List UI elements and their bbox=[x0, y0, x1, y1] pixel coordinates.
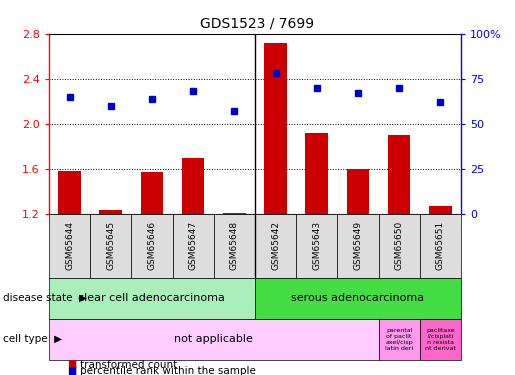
Bar bbox=[58, 171, 81, 214]
Text: parental
of paclit
axel/cisp
latin deri: parental of paclit axel/cisp latin deri bbox=[385, 328, 413, 351]
Text: GSM65650: GSM65650 bbox=[394, 221, 404, 270]
Text: paclitaxe
l/cisplati
n resista
nt derivat: paclitaxe l/cisplati n resista nt deriva… bbox=[425, 328, 456, 351]
FancyBboxPatch shape bbox=[255, 278, 461, 319]
Text: ■: ■ bbox=[67, 360, 76, 369]
Bar bbox=[141, 172, 163, 214]
FancyBboxPatch shape bbox=[420, 319, 461, 360]
Bar bbox=[264, 43, 287, 214]
Bar bbox=[223, 213, 246, 214]
Bar bbox=[305, 133, 328, 214]
Text: transformed count: transformed count bbox=[80, 360, 177, 369]
Text: GSM65645: GSM65645 bbox=[106, 221, 115, 270]
Text: GSM65644: GSM65644 bbox=[65, 221, 74, 270]
FancyBboxPatch shape bbox=[173, 214, 214, 278]
FancyBboxPatch shape bbox=[49, 278, 255, 319]
FancyBboxPatch shape bbox=[214, 214, 255, 278]
Text: GDS1523 / 7699: GDS1523 / 7699 bbox=[200, 17, 315, 31]
Text: clear cell adenocarcinoma: clear cell adenocarcinoma bbox=[78, 293, 226, 303]
Bar bbox=[388, 135, 410, 214]
Bar bbox=[182, 158, 204, 214]
FancyBboxPatch shape bbox=[255, 214, 296, 278]
Text: cell type  ▶: cell type ▶ bbox=[3, 334, 62, 344]
Text: GSM65647: GSM65647 bbox=[188, 221, 198, 270]
Text: GSM65648: GSM65648 bbox=[230, 221, 239, 270]
Text: GSM65642: GSM65642 bbox=[271, 221, 280, 270]
FancyBboxPatch shape bbox=[337, 214, 379, 278]
FancyBboxPatch shape bbox=[49, 214, 90, 278]
FancyBboxPatch shape bbox=[90, 214, 131, 278]
Text: GSM65643: GSM65643 bbox=[312, 221, 321, 270]
Bar bbox=[429, 206, 452, 214]
FancyBboxPatch shape bbox=[49, 319, 379, 360]
Text: percentile rank within the sample: percentile rank within the sample bbox=[80, 366, 256, 375]
Text: ■: ■ bbox=[67, 366, 76, 375]
Text: GSM65646: GSM65646 bbox=[147, 221, 157, 270]
Bar bbox=[347, 169, 369, 214]
Text: serous adenocarcinoma: serous adenocarcinoma bbox=[291, 293, 424, 303]
Text: disease state  ▶: disease state ▶ bbox=[3, 293, 87, 303]
Bar bbox=[99, 210, 122, 214]
Text: GSM65649: GSM65649 bbox=[353, 221, 363, 270]
FancyBboxPatch shape bbox=[131, 214, 173, 278]
FancyBboxPatch shape bbox=[379, 214, 420, 278]
FancyBboxPatch shape bbox=[379, 319, 420, 360]
Text: not applicable: not applicable bbox=[174, 334, 253, 344]
Text: GSM65651: GSM65651 bbox=[436, 221, 445, 270]
FancyBboxPatch shape bbox=[296, 214, 337, 278]
FancyBboxPatch shape bbox=[420, 214, 461, 278]
